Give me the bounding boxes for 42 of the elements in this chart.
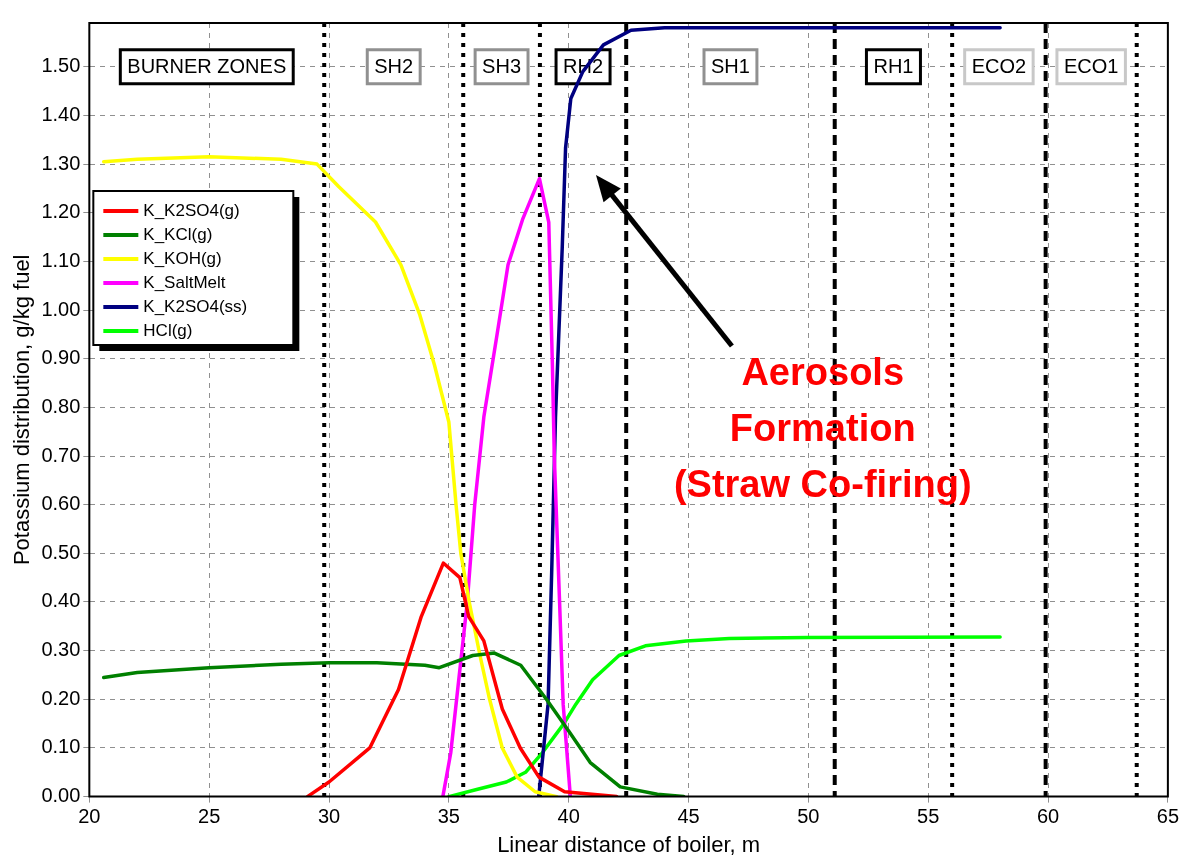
legend-label: K_K2SO4(ss)	[143, 296, 248, 316]
x-tick-label: 25	[198, 805, 221, 828]
y-tick-label: 0.10	[41, 735, 81, 758]
x-tick-label: 40	[557, 805, 580, 828]
y-tick-label: 1.20	[41, 200, 81, 223]
y-tick-label: 0.90	[41, 346, 81, 369]
y-tick-label: 0.00	[41, 784, 81, 807]
x-tick-label: 65	[1156, 805, 1179, 828]
x-tick-label: 30	[317, 805, 341, 828]
annotation: Aerosols Formation (Straw Co-firing)	[673, 351, 972, 506]
annotation: SH1	[711, 55, 750, 78]
x-tick-label: 55	[917, 805, 940, 828]
legend-label: HCl(g)	[143, 320, 193, 340]
annotation: ECO2	[971, 55, 1027, 78]
y-tick-label: 0.30	[41, 638, 81, 661]
y-tick-label: 0.80	[41, 394, 81, 417]
y-tick-label: 0.70	[41, 443, 81, 466]
y-tick-label: 1.00	[41, 297, 81, 320]
x-tick-label: 50	[797, 805, 820, 828]
x-tick-label: 60	[1036, 805, 1060, 828]
y-tick-label: 1.50	[41, 54, 81, 77]
legend-label: K_SaltMelt	[143, 272, 226, 292]
legend-label: K_KCl(g)	[143, 224, 213, 244]
annotation: SH2	[374, 55, 414, 78]
x-tick-label: 45	[677, 805, 700, 828]
y-tick-label: 1.10	[41, 248, 81, 271]
x-tick-label: 20	[78, 805, 101, 828]
x-tick-label: 35	[437, 805, 460, 828]
y-tick-label: 0.20	[41, 686, 81, 709]
y-tick-label: 0.40	[41, 589, 81, 612]
legend-label: K_K2SO4(g)	[143, 200, 240, 220]
y-axis-title: Potassium distribution, g/kg fuel	[9, 254, 35, 566]
annotation: ECO1	[1063, 55, 1119, 78]
y-tick-label: 0.60	[41, 492, 81, 515]
annotation: BURNER ZONES	[127, 55, 287, 78]
x-axis-title: Linear distance of boiler, m	[497, 831, 761, 857]
annotation: SH3	[482, 55, 522, 78]
y-tick-label: 1.40	[41, 102, 81, 125]
annotation: RH1	[873, 55, 914, 78]
y-tick-label: 1.30	[41, 151, 81, 174]
legend-label: K_KOH(g)	[143, 248, 222, 268]
y-tick-label: 0.50	[41, 540, 81, 563]
